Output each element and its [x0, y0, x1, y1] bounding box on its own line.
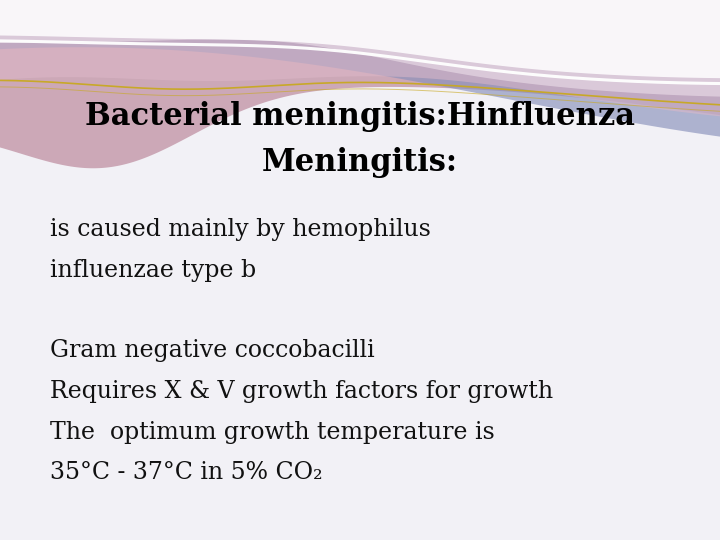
Polygon shape — [0, 0, 720, 137]
Polygon shape — [0, 0, 720, 97]
Text: is caused mainly by hemophilus: is caused mainly by hemophilus — [50, 218, 431, 241]
Text: Requires X & V growth factors for growth: Requires X & V growth factors for growth — [50, 380, 554, 403]
Polygon shape — [0, 0, 720, 168]
Text: influenzae type b: influenzae type b — [50, 259, 256, 281]
Text: The  optimum growth temperature is: The optimum growth temperature is — [50, 421, 495, 443]
Text: 35°C - 37°C in 5% CO₂: 35°C - 37°C in 5% CO₂ — [50, 461, 323, 484]
Text: Gram negative coccobacilli: Gram negative coccobacilli — [50, 340, 375, 362]
Text: Meningitis:: Meningitis: — [262, 146, 458, 178]
Polygon shape — [0, 0, 720, 116]
Polygon shape — [0, 0, 720, 78]
Text: Bacterial meningitis:Hinfluenza: Bacterial meningitis:Hinfluenza — [85, 100, 635, 132]
